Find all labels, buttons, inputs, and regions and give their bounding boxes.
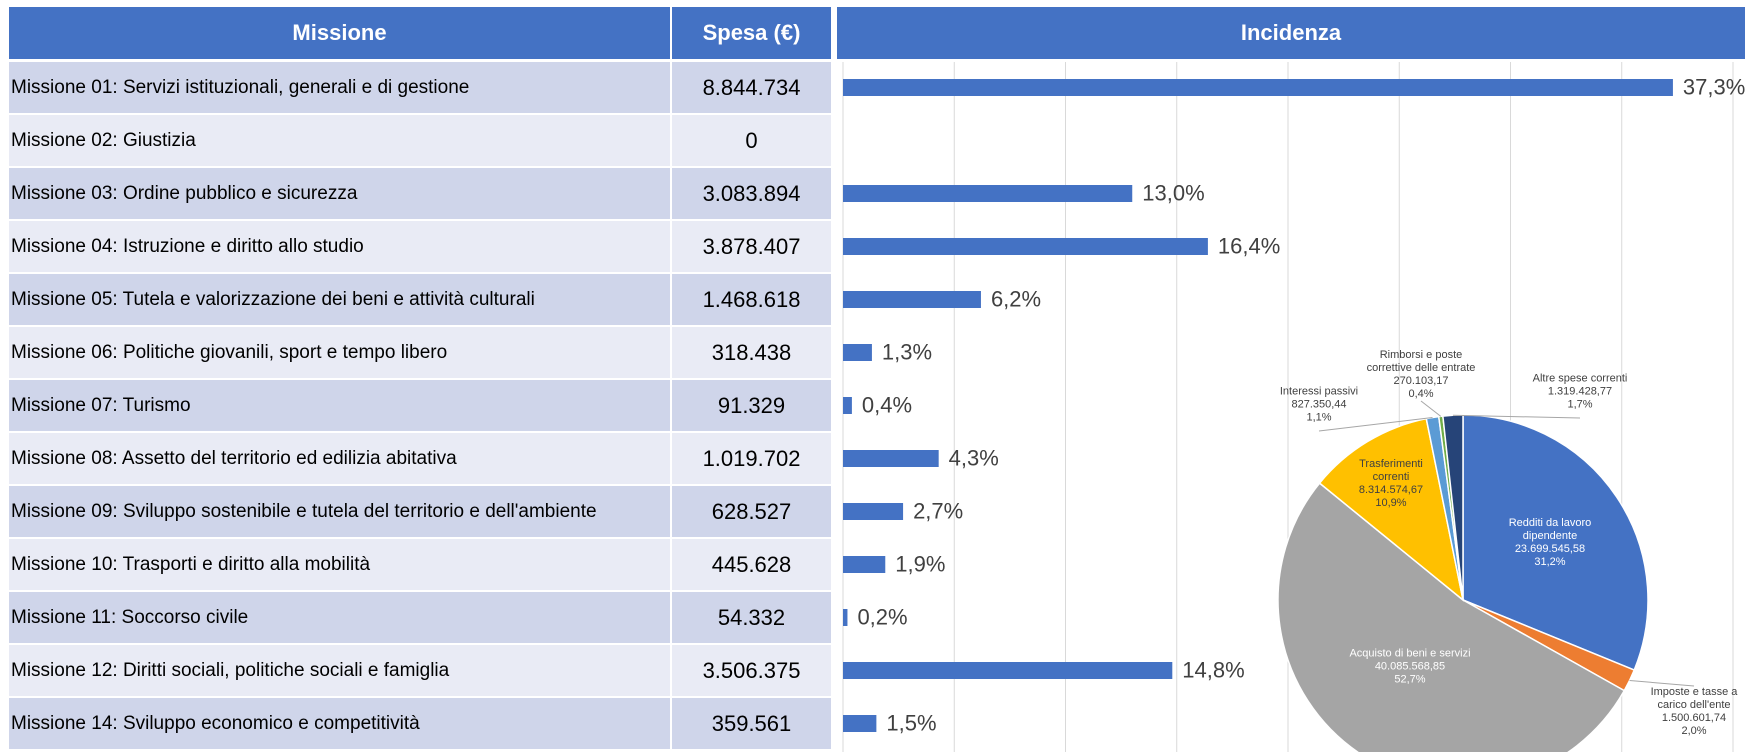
leader-line — [1318, 417, 1433, 432]
bar — [843, 556, 886, 573]
spending: 318.438 — [672, 327, 831, 378]
mission-name: Missione 11: Soccorso civile — [9, 592, 670, 643]
pie-label-line: 8.314.574,67 — [1358, 484, 1424, 496]
pie-label-line: Trasferimenti correnti — [1359, 458, 1423, 483]
bar-label: 1,3% — [882, 340, 932, 365]
bar — [843, 185, 1133, 202]
spending: 54.332 — [672, 592, 831, 643]
bar-label: 1,9% — [895, 552, 945, 577]
bar — [843, 609, 848, 626]
pie-label-line: Acquisto di beni e servizi — [1349, 647, 1471, 660]
pie-label-line: Redditi da lavoro dipendente — [1508, 517, 1592, 542]
pie-label-line: Altre spese correnti — [1532, 372, 1628, 385]
spending: 3.506.375 — [672, 645, 831, 696]
bar-label: 37,3% — [1683, 75, 1745, 100]
bar-label: 0,2% — [857, 605, 907, 630]
spending: 0 — [672, 115, 831, 166]
mission-name: Missione 08: Assetto del territorio ed e… — [9, 433, 670, 484]
leader-line — [1452, 414, 1581, 419]
pie-label: Trasferimenti correnti 8.314.574,67 10,9% — [1356, 458, 1426, 510]
spending: 359.561 — [672, 698, 831, 749]
spending: 445.628 — [672, 539, 831, 590]
pie-label-line: 0,4% — [1408, 388, 1434, 400]
bar — [843, 715, 877, 732]
spending: 3.878.407 — [672, 221, 831, 272]
pie-label-line: 1.500.601,74 — [1661, 712, 1727, 724]
mission-name: Missione 02: Giustizia — [9, 115, 670, 166]
bar-label: 13,0% — [1142, 181, 1204, 206]
mission-name: Missione 01: Servizi istituzionali, gene… — [9, 62, 670, 113]
spending: 3.083.894 — [672, 168, 831, 219]
bar — [843, 450, 939, 467]
spending: 8.844.734 — [672, 62, 831, 113]
header-cell: Spesa (€) — [672, 7, 831, 59]
pie-label: Altre spese correnti 1.319.428,77 1,7% — [1520, 373, 1640, 412]
pie-label: Interessi passivi 827.350,44 1,1% — [1279, 386, 1359, 425]
bar — [843, 79, 1673, 96]
bar — [843, 344, 872, 361]
bar — [843, 291, 981, 308]
pie-label-line: 52,7% — [1394, 673, 1426, 686]
bar-label: 1,5% — [886, 711, 936, 736]
pie-label: Imposte e tasse a carico dell'ente 1.500.… — [1639, 686, 1749, 738]
spending: 1.019.702 — [672, 433, 831, 484]
mission-name: Missione 05: Tutela e valorizzazione dei… — [9, 274, 670, 325]
bar-label: 4,3% — [949, 446, 999, 471]
mission-name: Missione 14: Sviluppo economico e compet… — [9, 698, 670, 749]
pie-label-line: 270.103,17 — [1393, 375, 1449, 387]
spending: 628.527 — [672, 486, 831, 537]
mission-name: Missione 06: Politiche giovanili, sport … — [9, 327, 670, 378]
pie-label-line: 2,0% — [1681, 725, 1707, 737]
pie-slice — [1318, 417, 1465, 602]
bar-label: 16,4% — [1218, 234, 1280, 259]
pie-label-line: 40.085.568,85 — [1374, 660, 1446, 673]
mission-name: Missione 09: Sviluppo sostenibile e tute… — [9, 486, 670, 537]
pie-label: Redditi da lavoro dipendente 23.699.545,5… — [1485, 517, 1615, 569]
pie-label-line: Imposte e tasse a carico dell'ente — [1650, 686, 1738, 711]
bar — [843, 503, 904, 520]
mission-name: Missione 03: Ordine pubblico e sicurezza — [9, 168, 670, 219]
pie-slice — [1462, 414, 1649, 671]
pie-label-line: 31,2% — [1534, 556, 1566, 568]
mission-name: Missione 10: Trasporti e diritto alla mo… — [9, 539, 670, 590]
pie-label-line: 1,7% — [1567, 398, 1593, 411]
pie-label: Rimborsi e poste correttive delle entrat… — [1366, 349, 1476, 401]
bar-label: 2,7% — [913, 499, 963, 524]
pie-label: Acquisto di beni e servizi 40.085.568,85 5… — [1340, 648, 1480, 687]
pie-label-line: Interessi passivi — [1279, 385, 1359, 398]
bar-label: 6,2% — [991, 287, 1041, 312]
leader-line — [1420, 400, 1442, 417]
mission-name: Missione 04: Istruzione e diritto allo s… — [9, 221, 670, 272]
header-cell: Incidenza — [837, 7, 1745, 59]
pie-label-line: Rimborsi e poste correttive delle entrat… — [1366, 349, 1476, 374]
pie-slice — [1277, 482, 1626, 752]
pie-label-line: 10,9% — [1375, 497, 1407, 509]
mission-name: Missione 12: Diritti sociali, politiche … — [9, 645, 670, 696]
bar — [843, 662, 1173, 679]
pie-label-line: 1.319.428,77 — [1547, 385, 1613, 398]
bar — [843, 397, 852, 414]
pie-label-line: 1,1% — [1306, 411, 1332, 424]
leader-line — [1629, 679, 1695, 687]
spending: 1.468.618 — [672, 274, 831, 325]
pie-label-line: 23.699.545,58 — [1514, 543, 1586, 555]
bar-label: 14,8% — [1182, 658, 1244, 683]
bar — [843, 238, 1208, 255]
mission-name: Missione 07: Turismo — [9, 380, 670, 431]
spending: 91.329 — [672, 380, 831, 431]
header-cell: Missione — [9, 7, 670, 59]
bar-label: 0,4% — [862, 393, 912, 418]
pie-label-line: 827.350,44 — [1291, 398, 1347, 411]
